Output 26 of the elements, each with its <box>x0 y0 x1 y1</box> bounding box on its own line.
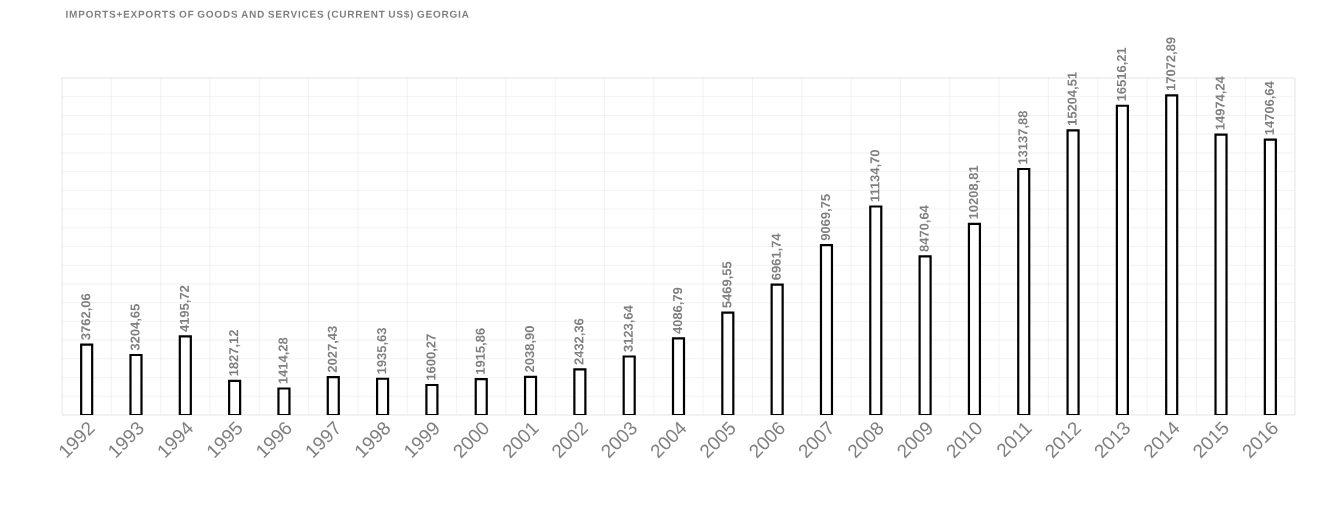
data-label: 9069,75 <box>820 194 832 241</box>
data-label: 2038,90 <box>525 326 537 372</box>
data-label: 13137,88 <box>1018 110 1030 164</box>
data-label: 11134,70 <box>870 150 882 202</box>
data-label: 15204,51 <box>1067 72 1079 126</box>
data-label: 1600,27 <box>426 334 438 380</box>
data-label: 16516,21 <box>1116 47 1128 101</box>
data-label: 1935,63 <box>377 327 389 374</box>
data-label: 2027,43 <box>327 326 339 373</box>
data-label: 14706,64 <box>1264 81 1276 135</box>
data-label: 1827,12 <box>229 330 241 376</box>
data-label: 3762,06 <box>81 293 93 340</box>
data-label: 8470,64 <box>919 205 931 252</box>
data-label: 3204,65 <box>130 304 142 351</box>
data-label: 5469,55 <box>722 261 734 308</box>
data-label: 4086,79 <box>672 287 685 334</box>
data-label: 14974,24 <box>1215 76 1227 130</box>
chart-title: IMPORTS+EXPORTS OF GOODS AND SERVICES (CURRENT US$) GEORGIA <box>66 10 469 20</box>
data-label: 2432,36 <box>574 318 586 365</box>
data-label: 17072,89 <box>1166 37 1178 91</box>
data-label: 1915,86 <box>475 328 487 374</box>
data-label: 1414,28 <box>278 337 290 384</box>
data-label: 10208,81 <box>968 165 980 219</box>
data-label: 6961,74 <box>771 233 783 280</box>
data-label: 4195,72 <box>179 285 191 332</box>
data-label: 3123,64 <box>623 305 635 352</box>
